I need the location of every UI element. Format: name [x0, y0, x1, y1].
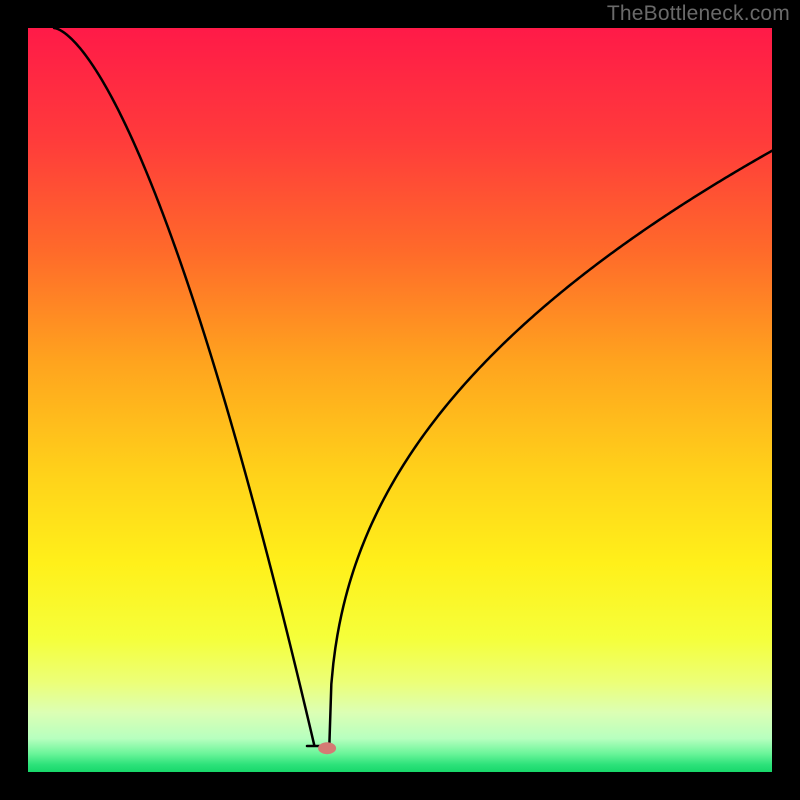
optimal-point-marker	[318, 742, 336, 754]
plot-area	[28, 28, 772, 772]
bottleneck-chart	[0, 0, 800, 800]
watermark-text: TheBottleneck.com	[607, 2, 790, 26]
chart-stage: TheBottleneck.com	[0, 0, 800, 800]
